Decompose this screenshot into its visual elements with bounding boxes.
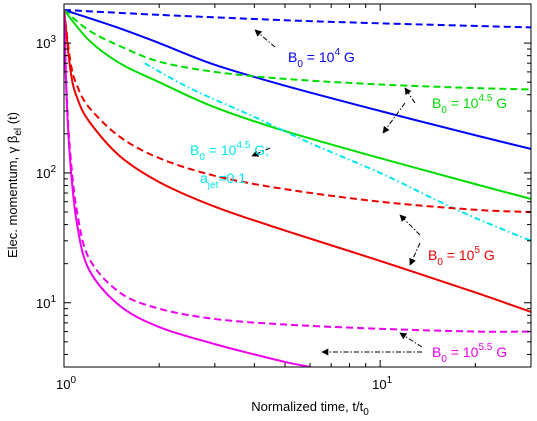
annotation-arrow xyxy=(399,214,421,236)
annotation-arrow xyxy=(409,242,421,266)
annotation-arrow xyxy=(404,87,416,104)
series-line-0 xyxy=(64,8,531,29)
series-line-8 xyxy=(64,9,311,367)
series-line-6 xyxy=(64,9,531,313)
annotation-arrow xyxy=(382,102,406,134)
annotation-arrow xyxy=(251,147,271,157)
series-line-1 xyxy=(64,8,531,150)
annotation-arrow xyxy=(254,29,276,48)
annotation-label: ajet=0.1 xyxy=(200,170,246,191)
annotation-label: B0 = 104 G xyxy=(288,47,355,70)
series-line-3 xyxy=(64,9,531,200)
annotation-label: B0 = 105.5 G xyxy=(432,342,507,365)
annotations-layer: B0 = 104 G B0 = 104.5 G B0 = 104.5 G; ajet=… xyxy=(190,47,507,365)
series-line-4 xyxy=(144,62,531,242)
x-tick-label: 100 xyxy=(56,375,76,392)
y-tick-label: 102 xyxy=(36,164,56,181)
x-tick-label: 101 xyxy=(372,375,392,392)
series-layer xyxy=(64,8,531,367)
annotation-label: B0 = 105 G xyxy=(428,245,495,268)
x-axis-label: Normalized time, t/t0 xyxy=(251,399,369,418)
y-tick-label: 103 xyxy=(36,34,56,51)
y-tick-label: 101 xyxy=(36,294,56,311)
annotation-arrows xyxy=(251,29,423,356)
ticks-layer: 100 101 101 102 103 xyxy=(36,3,532,392)
plot-background xyxy=(64,4,531,367)
y-axis-label: Elec. momentum, γ βel (t) xyxy=(5,112,24,258)
series-line-5 xyxy=(64,9,531,213)
annotation-label: B0 = 104.5 G; xyxy=(190,140,269,163)
annotation-label: B0 = 104.5 G xyxy=(432,93,507,116)
annotation-arrow xyxy=(399,332,423,348)
series-line-2 xyxy=(64,9,531,91)
